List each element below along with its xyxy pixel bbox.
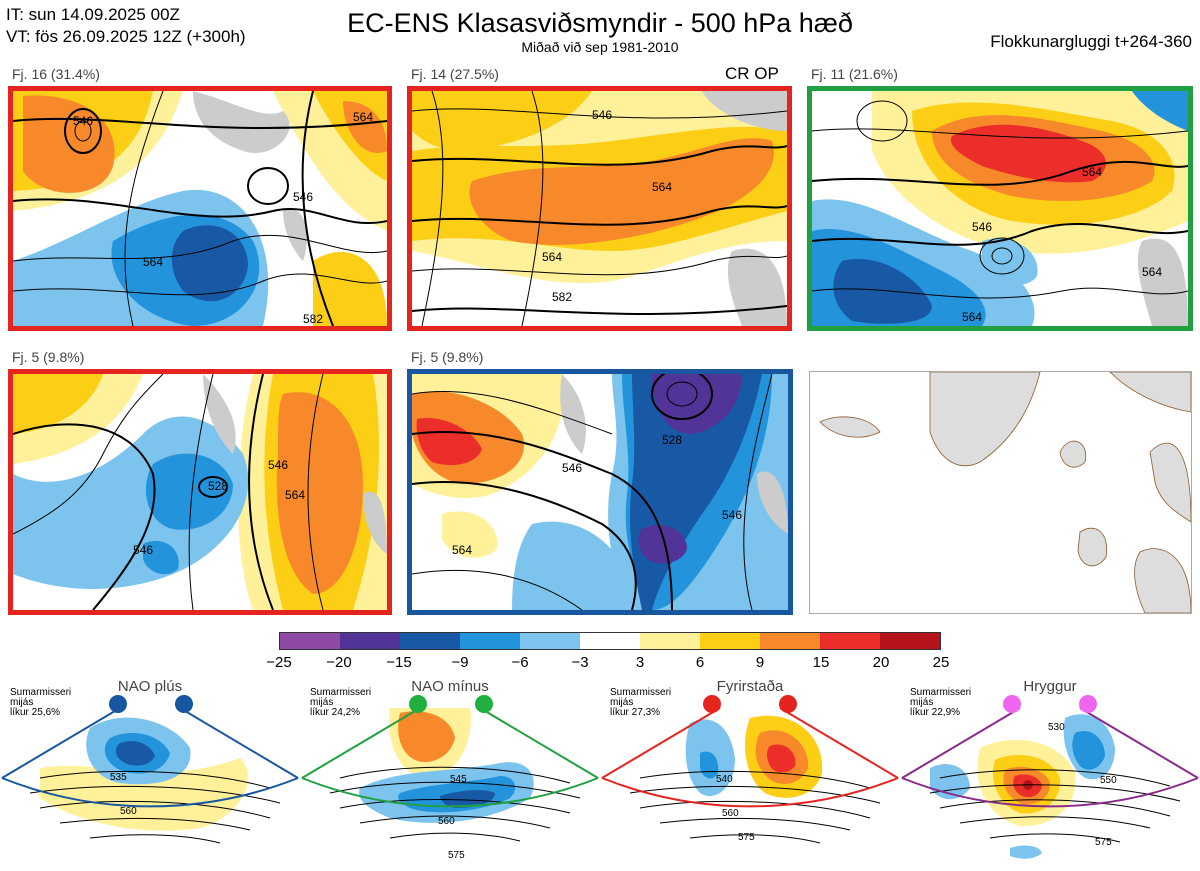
contour-label: 530 [1048, 722, 1065, 733]
contour-label: 560 [722, 808, 739, 819]
contour-label: 564 [652, 180, 672, 194]
regime-info: Sumarmisseri mijás líkur 24,2% [310, 687, 372, 718]
cluster-3-label: Fj. 11 (21.6%) [811, 66, 898, 82]
colorbar-tick: −15 [386, 654, 412, 671]
colorbar-bin [880, 633, 940, 649]
colorbar-tick: 15 [812, 654, 830, 671]
contour-label: 564 [353, 110, 373, 124]
colorbar-tick: −20 [326, 654, 352, 671]
contour-label: 540 [716, 774, 733, 785]
contour-label: 564 [1082, 165, 1102, 179]
regime-indicator-dot [703, 695, 721, 713]
contour-label: 545 [450, 774, 467, 785]
colorbar-bin [520, 633, 580, 649]
init-time: IT: sun 14.09.2025 00Z [6, 5, 180, 24]
colorbar-tick: −6 [511, 654, 529, 671]
page-title: EC-ENS Klasasviðsmyndir - 500 hPa hæð [347, 8, 853, 38]
anomaly-colorbar [279, 632, 941, 650]
regime-info: Sumarmisseri mijás líkur 22,9% [910, 687, 972, 718]
contour-label: 564 [1142, 265, 1162, 279]
contour-label: 546 [293, 190, 313, 204]
colorbar-bin [280, 633, 340, 649]
contour-label: 575 [738, 832, 755, 843]
cluster-3-map: 564 546 564 564 [807, 86, 1193, 331]
cluster-1-label: Fj. 16 (31.4%) [12, 66, 100, 82]
regime-title: Fyrirstaða [716, 678, 784, 695]
contour-label: 550 [1100, 775, 1117, 786]
contour-label: 564 [962, 310, 982, 324]
colorbar-tick: −3 [571, 654, 589, 671]
cluster-5-label: Fj. 5 (9.8%) [411, 349, 484, 365]
cluster-4-label: Fj. 5 (9.8%) [12, 349, 85, 365]
cluster-5-map: 546 528 546 564 [407, 369, 793, 615]
regime-ridge: 530 550 575 Hryggur Sumarmisseri mijás l… [900, 678, 1200, 871]
regime-info: Sumarmisseri mijás líkur 27,3% [610, 687, 672, 718]
colorbar-bin [640, 633, 700, 649]
colorbar-tick: 9 [755, 654, 765, 671]
colorbar-tick: 25 [932, 654, 950, 671]
classification-window: Flokkunargluggi t+264-360 [990, 32, 1192, 51]
contour-label: 582 [303, 312, 323, 326]
contour-label: 546 [73, 114, 93, 128]
contour-label: 564 [285, 488, 305, 502]
colorbar-tick: 6 [695, 654, 705, 671]
contour-label: 564 [143, 255, 163, 269]
colorbar-bin [580, 633, 640, 649]
colorbar-bin [760, 633, 820, 649]
cluster-1-map: 546 564 546 564 582 [8, 86, 392, 331]
contour-label: 546 [268, 458, 288, 472]
empty-base-map [809, 371, 1192, 614]
contour-label: 546 [562, 461, 582, 475]
regime-blocking: 540 560 575 Fyrirstaða Sumarmisseri mijá… [600, 678, 900, 871]
page-subtitle: Miðað við sep 1981-2010 [521, 39, 679, 55]
colorbar-bin [700, 633, 760, 649]
contour-label: 582 [552, 290, 572, 304]
colorbar-tick: −9 [451, 654, 469, 671]
colorbar-ticks: −25 −20 −15 −9 −6 −3 3 6 9 15 20 25 [0, 654, 1200, 674]
regime-title: NAO mínus [411, 678, 489, 695]
contour-label: 560 [438, 816, 455, 827]
regime-title: NAO plús [117, 678, 183, 695]
contour-label: 546 [133, 543, 153, 557]
regime-indicator-dot [409, 695, 427, 713]
contour-label: 528 [208, 479, 228, 493]
regime-indicator-dot [779, 695, 797, 713]
contour-label: 546 [722, 508, 742, 522]
contour-label: 546 [972, 220, 992, 234]
contour-label: 564 [452, 543, 472, 557]
colorbar-bin [460, 633, 520, 649]
colorbar-tick: 3 [635, 654, 645, 671]
regime-nao-minus: 545 560 575 NAO mínus Sumarmisseri mijás… [300, 678, 600, 871]
colorbar-bin [820, 633, 880, 649]
regime-indicator-dot [475, 695, 493, 713]
colorbar-bin [340, 633, 400, 649]
contour-label: 528 [662, 433, 682, 447]
cluster-2-label: Fj. 14 (27.5%) [411, 66, 499, 82]
regime-indicator-dot [1079, 695, 1097, 713]
regime-indicator-dot [1003, 695, 1021, 713]
contour-label: 546 [592, 108, 612, 122]
regime-info: Sumarmisseri mijás líkur 25,6% [10, 687, 72, 718]
run-info: IT: sun 14.09.2025 00Z VT: fös 26.09.202… [6, 4, 246, 48]
contour-label: 535 [110, 772, 127, 783]
colorbar-tick: 20 [872, 654, 890, 671]
valid-time: VT: fös 26.09.2025 12Z (+300h) [6, 27, 246, 46]
regime-title: Hryggur [1023, 678, 1077, 695]
cluster-4-map: 546 528 546 564 [8, 369, 392, 615]
regime-nao-plus: 535 560 NAO plús Sumarmisseri mijás líku… [0, 678, 300, 871]
contour-label: 560 [120, 806, 137, 817]
cluster-2-map: 546 564 564 582 [407, 86, 792, 331]
contour-label: 575 [1095, 837, 1112, 848]
contour-label: 575 [448, 850, 465, 861]
contour-label: 564 [542, 250, 562, 264]
colorbar-bin [400, 633, 460, 649]
regime-indicator-dot [175, 695, 193, 713]
regime-indicator-dot [109, 695, 127, 713]
colorbar-tick: −25 [266, 654, 292, 671]
cluster-2-extra: CR OP [725, 64, 779, 83]
